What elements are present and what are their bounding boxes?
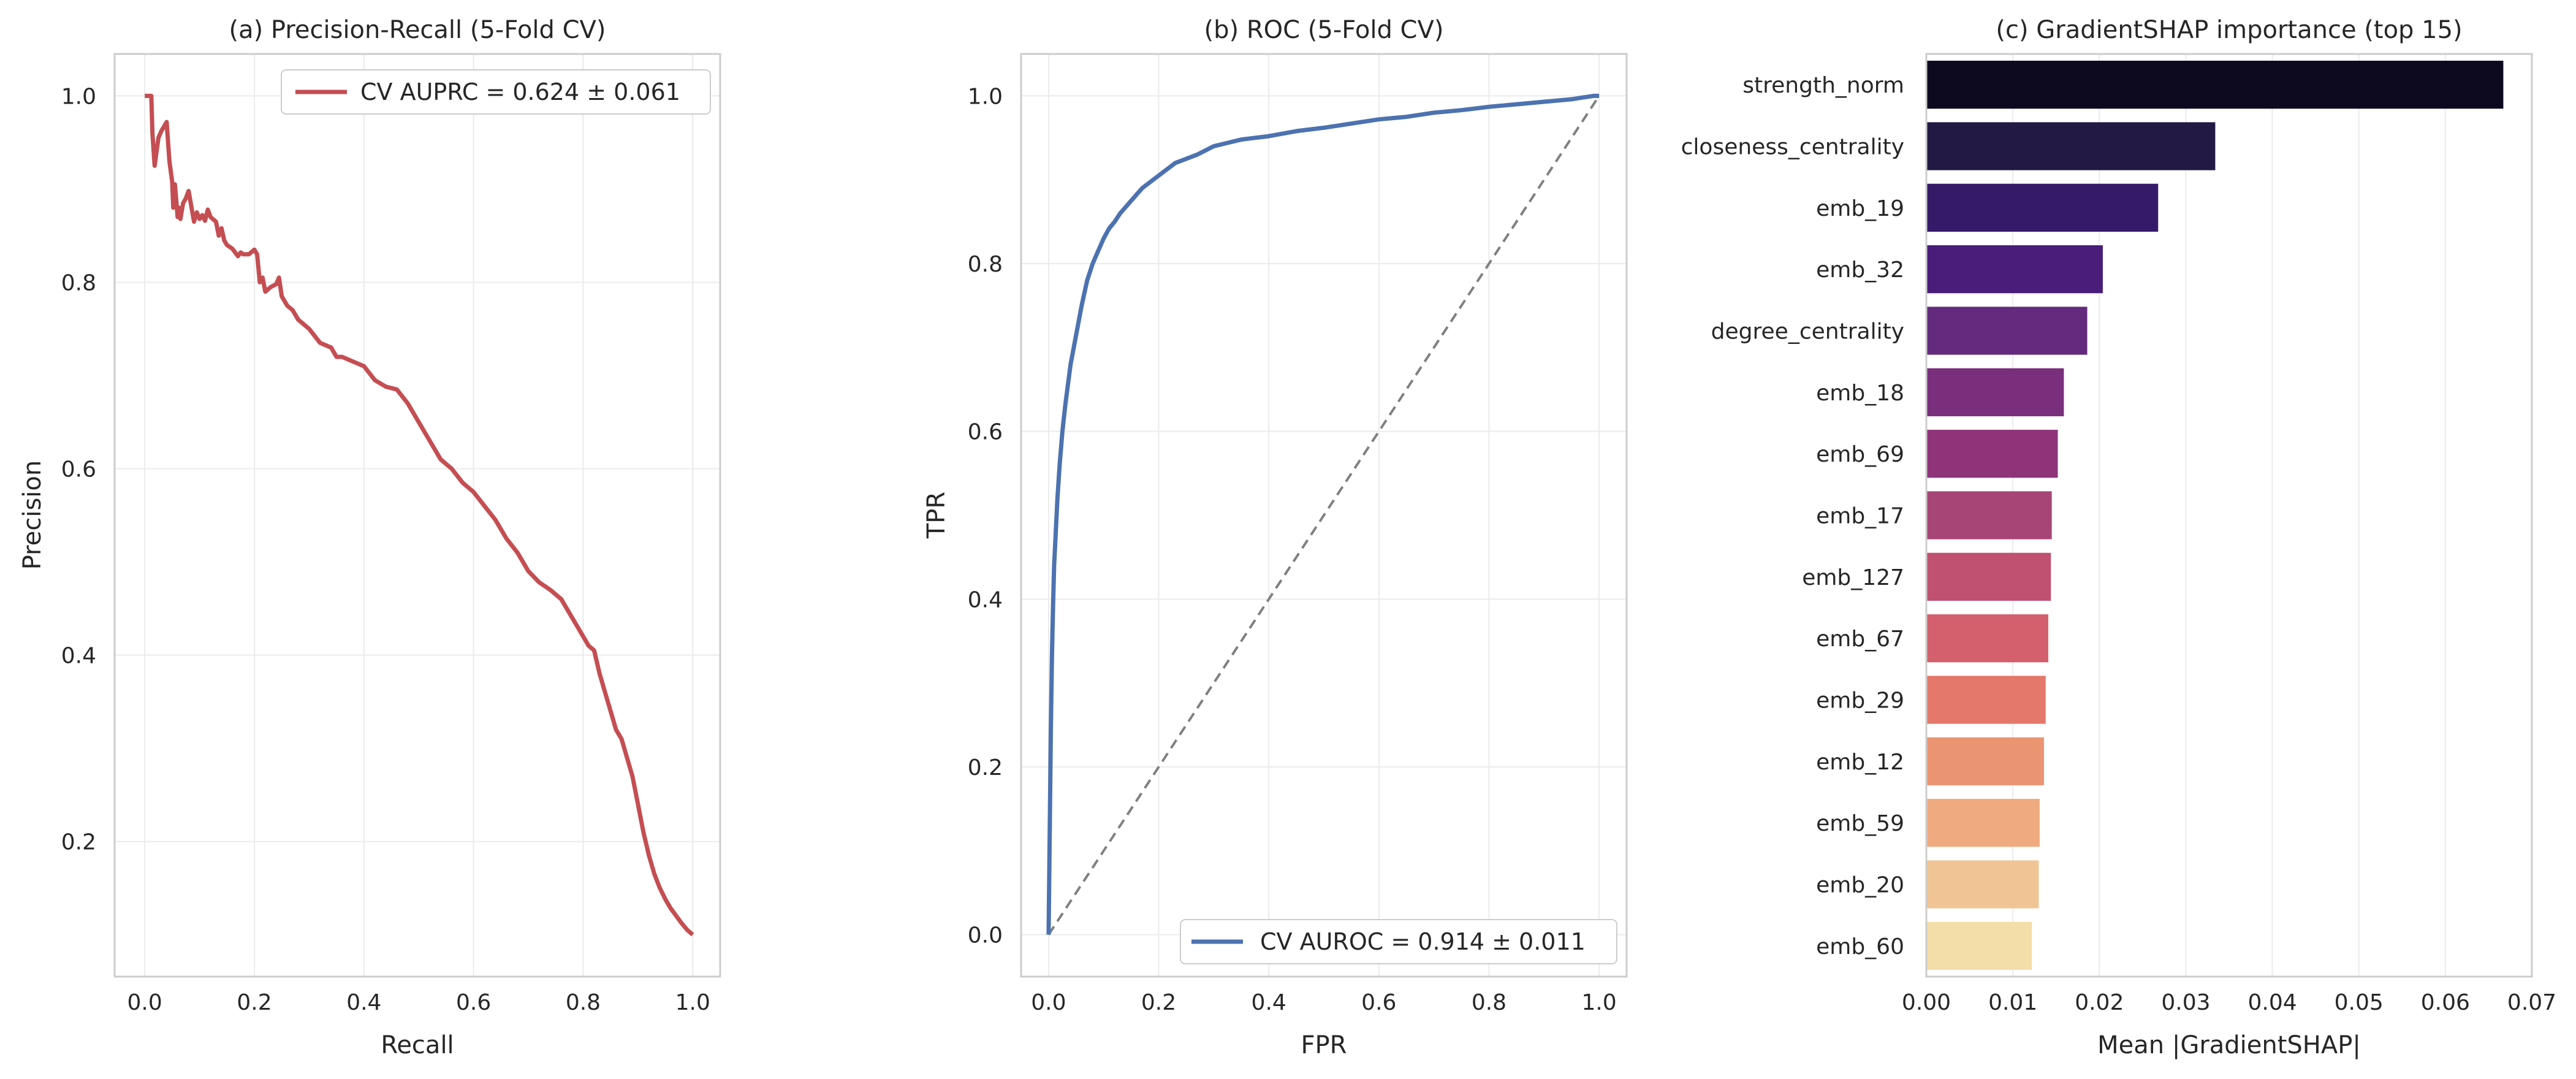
pr-x-tick-label: 0.6 [456, 990, 491, 1015]
shap-x-tick-label: 0.07 [2507, 990, 2556, 1015]
roc-y-label: TPR [922, 492, 951, 539]
roc-chance-line [1047, 95, 1600, 936]
roc-x-label: FPR [1301, 1031, 1347, 1059]
shap-bar [1926, 61, 2504, 109]
pr-legend: CV AUPRC = 0.624 ± 0.061 [281, 69, 711, 115]
roc-y-ticks: 0.0 0.2 0.4 0.6 0.8 1.0 [968, 84, 1003, 948]
pr-x-tick-label: 0.2 [237, 990, 272, 1015]
pr-x-tick-label: 0.8 [566, 990, 601, 1015]
shap-category-label: emb_59 [1816, 811, 1904, 836]
shap-bar [1926, 552, 2051, 601]
shap-title: (c) GradientSHAP importance (top 15) [1996, 16, 2462, 44]
shap-bar [1926, 491, 2052, 540]
shap-category-label: closeness_centrality [1681, 135, 1904, 160]
shap-category-label: emb_69 [1816, 442, 1904, 467]
shap-bar [1926, 122, 2216, 170]
shap-bars [1926, 61, 2504, 970]
roc-curve-line [1046, 93, 1600, 935]
pr-x-label: Recall [381, 1031, 454, 1059]
pr-y-tick-label: 0.8 [61, 270, 96, 295]
pr-title: (a) Precision-Recall (5-Fold CV) [229, 16, 606, 44]
shap-y-ticks: strength_norm closeness_centrality emb_19e… [1681, 73, 1904, 959]
roc-legend: CV AUROC = 0.914 ± 0.011 [1180, 919, 1617, 964]
shap-bar [1926, 799, 2040, 847]
pr-y-tick-label: 1.0 [61, 84, 96, 109]
roc-x-tick-label: 0.6 [1361, 990, 1396, 1015]
pr-x-tick-label: 0.4 [346, 990, 381, 1015]
shap-category-label: emb_67 [1816, 627, 1904, 652]
panel-roc: 0.0 0.2 0.4 0.6 0.8 1.0 0.0 0.2 0.4 0.6 0.8 1.0 (b… [922, 16, 1628, 1059]
shap-bar [1926, 737, 2044, 785]
shap-x-tick-label: 0.04 [2247, 990, 2297, 1015]
shap-category-label: emb_60 [1816, 934, 1904, 959]
pr-legend-label: CV AUPRC = 0.624 ± 0.061 [360, 78, 680, 105]
pr-y-tick-label: 0.4 [61, 644, 96, 669]
roc-x-tick-label: 0.8 [1472, 990, 1506, 1015]
shap-bar [1926, 860, 2039, 909]
shap-category-label: strength_norm [1742, 73, 1904, 98]
roc-x-tick-label: 0.4 [1252, 990, 1286, 1015]
shap-bar [1926, 614, 2049, 663]
shap-x-tick-label: 0.00 [1902, 990, 1951, 1015]
shap-x-tick-label: 0.01 [1988, 990, 2037, 1015]
shap-x-label: Mean |GradientSHAP| [2097, 1031, 2361, 1059]
pr-y-tick-label: 0.2 [61, 830, 96, 855]
shap-x-tick-label: 0.06 [2421, 990, 2470, 1015]
roc-y-tick-label: 0.2 [968, 755, 1003, 780]
roc-x-ticks: 0.0 0.2 0.4 0.6 0.8 1.0 [1031, 990, 1616, 1015]
shap-bar [1926, 245, 2103, 294]
shap-x-tick-label: 0.03 [2161, 990, 2210, 1015]
roc-axes-frame [1020, 53, 1628, 978]
roc-legend-label: CV AUROC = 0.914 ± 0.011 [1260, 928, 1586, 955]
roc-x-tick-label: 0.0 [1031, 990, 1066, 1015]
shap-category-label: emb_19 [1816, 196, 1904, 221]
shap-bar [1926, 430, 2058, 478]
roc-legend-box [1180, 919, 1617, 964]
shap-category-label: emb_29 [1816, 688, 1904, 714]
pr-y-ticks: 0.2 0.4 0.6 0.8 1.0 [61, 84, 96, 855]
shap-bar [1926, 676, 2046, 724]
shap-category-label: degree_centrality [1711, 319, 1904, 345]
pr-x-ticks: 0.0 0.2 0.4 0.6 0.8 1.0 [127, 990, 710, 1015]
pr-x-tick-label: 1.0 [675, 990, 710, 1015]
pr-curve-line [145, 93, 694, 937]
pr-y-tick-label: 0.6 [61, 457, 96, 482]
roc-x-tick-label: 1.0 [1581, 990, 1616, 1015]
shap-bar [1926, 368, 2064, 416]
shap-x-tick-label: 0.05 [2335, 990, 2384, 1015]
roc-y-tick-label: 0.4 [968, 587, 1003, 612]
shap-category-label: emb_17 [1816, 504, 1904, 529]
roc-title: (b) ROC (5-Fold CV) [1204, 16, 1444, 44]
roc-y-tick-label: 1.0 [968, 84, 1003, 109]
shap-category-label: emb_20 [1816, 873, 1904, 898]
shap-bar [1926, 921, 2032, 970]
shap-axes-frame [1925, 53, 2533, 978]
shap-bar [1926, 307, 2088, 355]
panel-gradientshap: 0.00 0.01 0.02 0.03 0.04 0.05 0.06 0.07 strengt… [1681, 16, 2556, 1059]
shap-bar [1926, 183, 2159, 232]
pr-axes-frame [113, 53, 721, 978]
shap-x-tick-label: 0.02 [2075, 990, 2124, 1015]
roc-y-tick-label: 0.8 [968, 252, 1003, 277]
shap-category-label: emb_127 [1802, 565, 1904, 590]
shap-category-label: emb_18 [1816, 381, 1904, 406]
roc-y-tick-label: 0.0 [968, 923, 1003, 948]
shap-category-label: emb_32 [1816, 257, 1904, 283]
shap-x-ticks: 0.00 0.01 0.02 0.03 0.04 0.05 0.06 0.07 [1902, 990, 2556, 1015]
pr-gridlines [115, 54, 720, 977]
pr-legend-box [281, 69, 711, 115]
pr-x-tick-label: 0.0 [127, 990, 162, 1015]
roc-y-tick-label: 0.6 [968, 420, 1003, 445]
panel-precision-recall: 0.0 0.2 0.4 0.6 0.8 1.0 0.2 0.4 0.6 0.8 1.0 (a) P… [18, 16, 721, 1059]
pr-y-label: Precision [18, 460, 47, 570]
shap-category-label: emb_12 [1816, 750, 1904, 775]
roc-x-tick-label: 0.2 [1141, 990, 1176, 1015]
